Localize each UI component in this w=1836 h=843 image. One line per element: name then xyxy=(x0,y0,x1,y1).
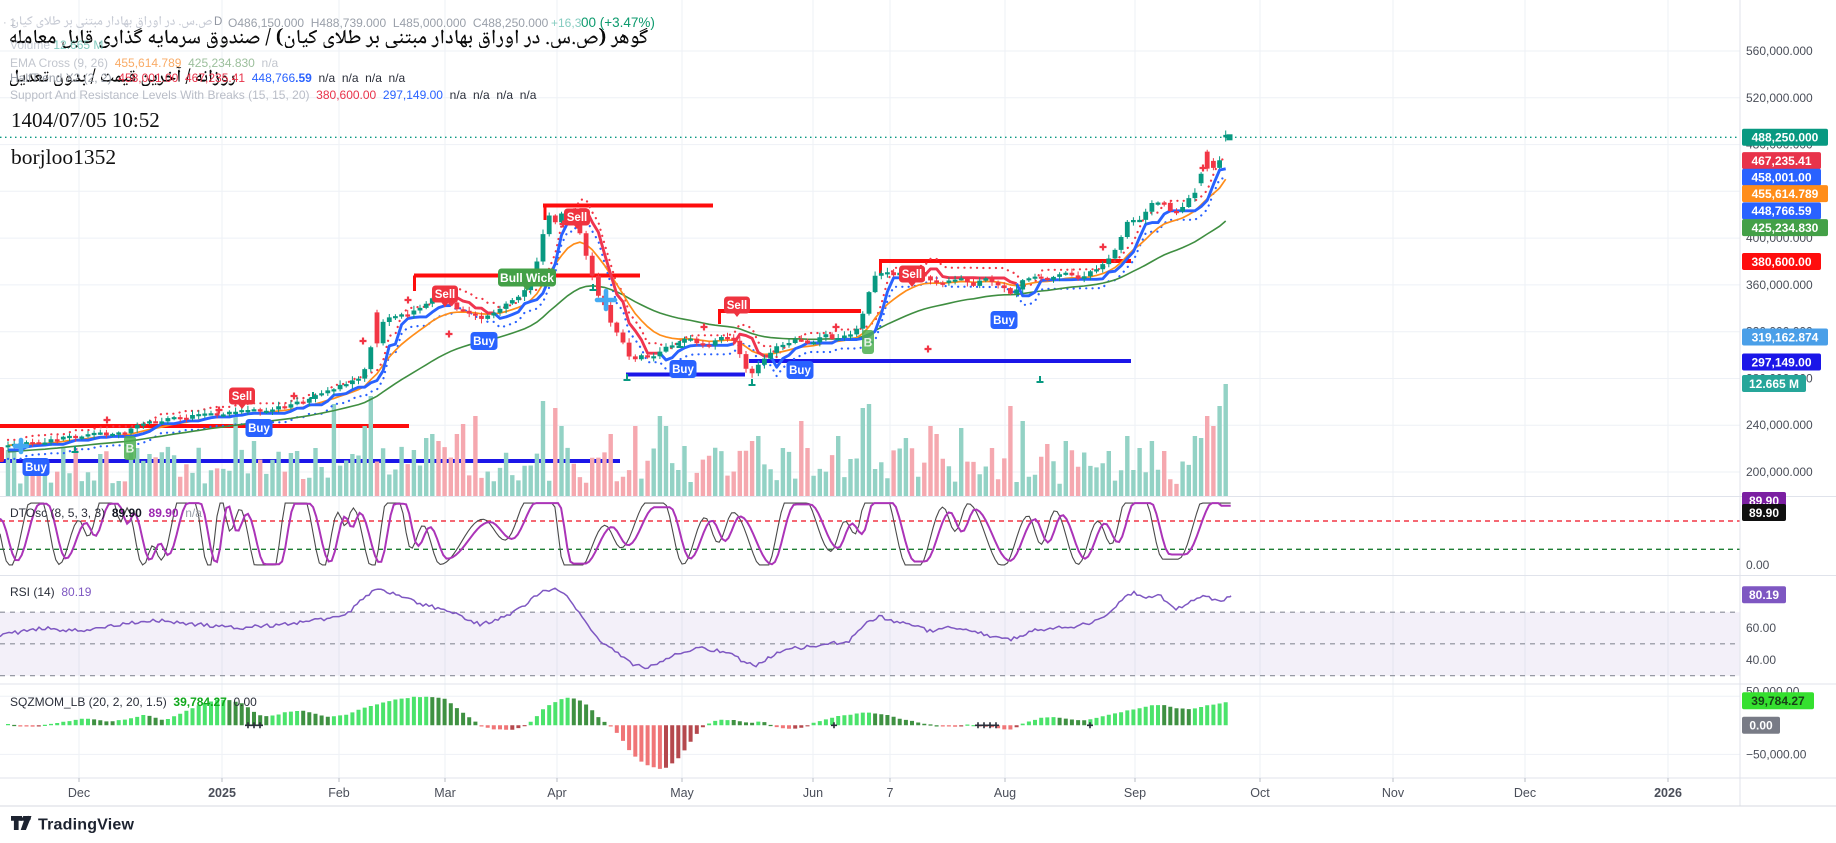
svg-text:2026: 2026 xyxy=(1654,786,1682,800)
svg-text:Bull Wick: Bull Wick xyxy=(500,271,554,285)
svg-text:Sep: Sep xyxy=(1124,786,1146,800)
svg-text:319,162.874: 319,162.874 xyxy=(1752,330,1819,344)
svg-text:Buy: Buy xyxy=(25,462,47,474)
svg-text:Buy: Buy xyxy=(672,364,694,376)
svg-text:Apr: Apr xyxy=(547,786,566,800)
svg-text:2025: 2025 xyxy=(208,786,236,800)
svg-text:458,001.00: 458,001.00 xyxy=(1751,171,1811,185)
svg-text:Jun: Jun xyxy=(803,786,823,800)
svg-text:12.665 M: 12.665 M xyxy=(1749,377,1799,391)
svg-text:B: B xyxy=(126,442,135,456)
svg-text:560,000.000: 560,000.000 xyxy=(1746,44,1813,58)
svg-text:B: B xyxy=(864,336,873,350)
svg-text:520,000.000: 520,000.000 xyxy=(1746,91,1813,105)
svg-text:Sell: Sell xyxy=(567,212,587,224)
svg-text:200,000.000: 200,000.000 xyxy=(1746,465,1813,479)
svg-text:Dec: Dec xyxy=(68,786,90,800)
svg-text:Sell: Sell xyxy=(232,391,252,403)
svg-text:Feb: Feb xyxy=(328,786,350,800)
svg-text:Aug: Aug xyxy=(994,786,1016,800)
svg-text:89.90: 89.90 xyxy=(1749,506,1779,520)
svg-text:240,000.000: 240,000.000 xyxy=(1746,418,1813,432)
svg-text:7: 7 xyxy=(887,786,894,800)
svg-text:467,235.41: 467,235.41 xyxy=(1751,154,1811,168)
svg-text:455,614.789: 455,614.789 xyxy=(1752,187,1819,201)
svg-text:448,766.59: 448,766.59 xyxy=(1751,204,1811,218)
svg-text:0.00: 0.00 xyxy=(1746,558,1770,572)
svg-text:60.00: 60.00 xyxy=(1746,621,1776,635)
svg-text:488,250.000: 488,250.000 xyxy=(1752,131,1819,145)
svg-text:380,600.00: 380,600.00 xyxy=(1751,255,1811,269)
svg-text:May: May xyxy=(670,786,694,800)
svg-text:Sell: Sell xyxy=(435,289,455,301)
svg-text:Mar: Mar xyxy=(434,786,456,800)
svg-text:Oct: Oct xyxy=(1250,786,1270,800)
svg-text:Buy: Buy xyxy=(473,336,495,348)
svg-text:Dec: Dec xyxy=(1514,786,1536,800)
svg-text:Sell: Sell xyxy=(727,300,747,312)
svg-text:TradingView: TradingView xyxy=(38,817,135,834)
svg-text:80.19: 80.19 xyxy=(1749,588,1779,602)
svg-text:Nov: Nov xyxy=(1382,786,1405,800)
svg-text:40.00: 40.00 xyxy=(1746,653,1776,667)
svg-text:39,784.27: 39,784.27 xyxy=(1751,694,1805,708)
svg-text:Buy: Buy xyxy=(248,423,270,435)
svg-text:0.00: 0.00 xyxy=(1749,719,1773,733)
svg-text:297,149.00: 297,149.00 xyxy=(1751,355,1811,369)
svg-text:360,000.000: 360,000.000 xyxy=(1746,278,1813,292)
svg-text:−50,000.00: −50,000.00 xyxy=(1746,747,1807,761)
svg-text:Buy: Buy xyxy=(789,365,811,377)
svg-text:Buy: Buy xyxy=(993,315,1015,327)
svg-text:Sell: Sell xyxy=(902,269,922,281)
svg-text:425,234.830: 425,234.830 xyxy=(1752,221,1819,235)
